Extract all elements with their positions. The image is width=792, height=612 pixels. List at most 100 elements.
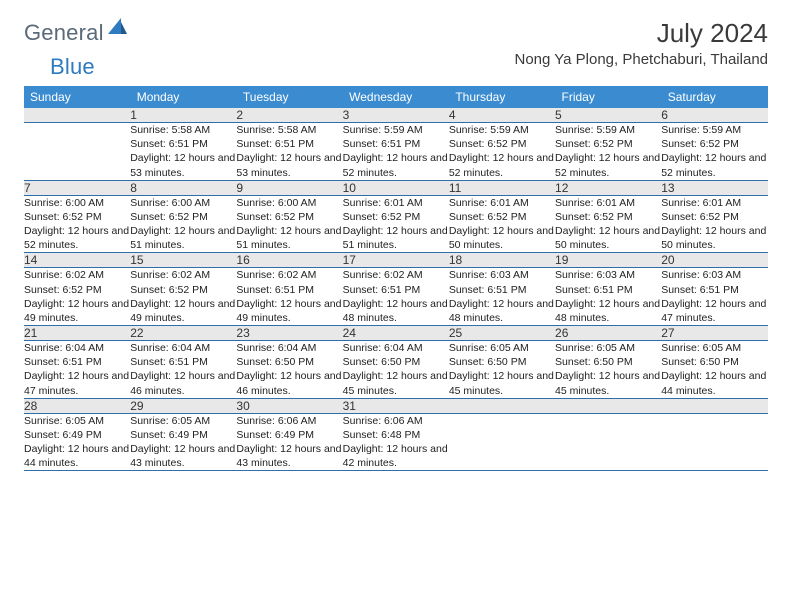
- weekday-header: Tuesday: [236, 86, 342, 108]
- weekday-header: Thursday: [449, 86, 555, 108]
- sunset-text: Sunset: 6:51 PM: [449, 283, 555, 297]
- sunrise-text: Sunrise: 6:05 AM: [661, 341, 767, 355]
- day-number-cell: 26: [555, 326, 661, 341]
- day-detail-cell: Sunrise: 5:59 AMSunset: 6:51 PMDaylight:…: [343, 123, 449, 181]
- daylight-text: Daylight: 12 hours and 44 minutes.: [24, 442, 130, 470]
- day-detail-cell: Sunrise: 6:05 AMSunset: 6:50 PMDaylight:…: [449, 341, 555, 399]
- day-number-cell: 20: [661, 253, 767, 268]
- sunset-text: Sunset: 6:49 PM: [130, 428, 236, 442]
- calendar-header: SundayMondayTuesdayWednesdayThursdayFrid…: [24, 86, 768, 108]
- day-detail-cell: Sunrise: 6:02 AMSunset: 6:51 PMDaylight:…: [236, 268, 342, 326]
- day-detail-cell: Sunrise: 6:06 AMSunset: 6:48 PMDaylight:…: [343, 413, 449, 471]
- sunrise-text: Sunrise: 6:02 AM: [236, 268, 342, 282]
- day-detail-cell: Sunrise: 5:59 AMSunset: 6:52 PMDaylight:…: [555, 123, 661, 181]
- day-number-cell: 11: [449, 180, 555, 195]
- day-detail-cell: Sunrise: 6:03 AMSunset: 6:51 PMDaylight:…: [661, 268, 767, 326]
- sunrise-text: Sunrise: 6:02 AM: [130, 268, 236, 282]
- day-detail-cell: [449, 413, 555, 471]
- sunrise-text: Sunrise: 6:00 AM: [236, 196, 342, 210]
- daylight-text: Daylight: 12 hours and 52 minutes.: [555, 151, 661, 179]
- day-number-cell: 24: [343, 326, 449, 341]
- day-number-cell: 12: [555, 180, 661, 195]
- weekday-header: Saturday: [661, 86, 767, 108]
- day-detail-cell: Sunrise: 6:00 AMSunset: 6:52 PMDaylight:…: [24, 195, 130, 253]
- day-number-cell: 5: [555, 108, 661, 123]
- sunrise-text: Sunrise: 6:01 AM: [661, 196, 767, 210]
- sunset-text: Sunset: 6:51 PM: [661, 283, 767, 297]
- day-detail-cell: Sunrise: 6:05 AMSunset: 6:49 PMDaylight:…: [130, 413, 236, 471]
- weekday-row: SundayMondayTuesdayWednesdayThursdayFrid…: [24, 86, 768, 108]
- calendar-page: General July 2024 Nong Ya Plong, Phetcha…: [0, 0, 792, 489]
- day-number-cell: 10: [343, 180, 449, 195]
- sunset-text: Sunset: 6:52 PM: [661, 210, 767, 224]
- day-detail-cell: Sunrise: 6:00 AMSunset: 6:52 PMDaylight:…: [236, 195, 342, 253]
- daylight-text: Daylight: 12 hours and 42 minutes.: [343, 442, 449, 470]
- day-number-cell: 25: [449, 326, 555, 341]
- sunset-text: Sunset: 6:52 PM: [343, 210, 449, 224]
- logo-text-blue: Blue: [50, 54, 95, 80]
- sunset-text: Sunset: 6:52 PM: [555, 137, 661, 151]
- sunrise-text: Sunrise: 6:00 AM: [24, 196, 130, 210]
- daylight-text: Daylight: 12 hours and 47 minutes.: [24, 369, 130, 397]
- sunrise-text: Sunrise: 5:59 AM: [661, 123, 767, 137]
- day-number-cell: 23: [236, 326, 342, 341]
- day-number-cell: 13: [661, 180, 767, 195]
- sunset-text: Sunset: 6:52 PM: [236, 210, 342, 224]
- daylight-text: Daylight: 12 hours and 50 minutes.: [555, 224, 661, 252]
- day-number-cell: [555, 398, 661, 413]
- day-number-cell: 17: [343, 253, 449, 268]
- sunrise-text: Sunrise: 6:04 AM: [130, 341, 236, 355]
- sunrise-text: Sunrise: 6:01 AM: [449, 196, 555, 210]
- sunrise-text: Sunrise: 6:03 AM: [555, 268, 661, 282]
- daylight-text: Daylight: 12 hours and 49 minutes.: [24, 297, 130, 325]
- weekday-header: Wednesday: [343, 86, 449, 108]
- day-number-row: 78910111213: [24, 180, 768, 195]
- daylight-text: Daylight: 12 hours and 53 minutes.: [236, 151, 342, 179]
- day-number-cell: 18: [449, 253, 555, 268]
- sunrise-text: Sunrise: 6:02 AM: [343, 268, 449, 282]
- month-title: July 2024: [514, 18, 768, 49]
- daylight-text: Daylight: 12 hours and 51 minutes.: [130, 224, 236, 252]
- daylight-text: Daylight: 12 hours and 52 minutes.: [343, 151, 449, 179]
- sunrise-text: Sunrise: 6:05 AM: [449, 341, 555, 355]
- day-detail-cell: Sunrise: 6:04 AMSunset: 6:50 PMDaylight:…: [236, 341, 342, 399]
- daylight-text: Daylight: 12 hours and 53 minutes.: [130, 151, 236, 179]
- day-number-cell: 28: [24, 398, 130, 413]
- day-number-cell: 19: [555, 253, 661, 268]
- day-number-cell: 7: [24, 180, 130, 195]
- day-detail-cell: Sunrise: 6:01 AMSunset: 6:52 PMDaylight:…: [449, 195, 555, 253]
- day-number-cell: 30: [236, 398, 342, 413]
- sunset-text: Sunset: 6:52 PM: [24, 210, 130, 224]
- day-detail-cell: Sunrise: 6:06 AMSunset: 6:49 PMDaylight:…: [236, 413, 342, 471]
- day-number-cell: [449, 398, 555, 413]
- sunset-text: Sunset: 6:50 PM: [449, 355, 555, 369]
- logo: General: [24, 18, 130, 47]
- sunset-text: Sunset: 6:49 PM: [236, 428, 342, 442]
- day-detail-row: Sunrise: 6:00 AMSunset: 6:52 PMDaylight:…: [24, 195, 768, 253]
- day-detail-cell: Sunrise: 6:01 AMSunset: 6:52 PMDaylight:…: [661, 195, 767, 253]
- day-detail-row: Sunrise: 6:02 AMSunset: 6:52 PMDaylight:…: [24, 268, 768, 326]
- daylight-text: Daylight: 12 hours and 49 minutes.: [130, 297, 236, 325]
- sunset-text: Sunset: 6:50 PM: [343, 355, 449, 369]
- day-detail-cell: Sunrise: 6:00 AMSunset: 6:52 PMDaylight:…: [130, 195, 236, 253]
- day-number-cell: 1: [130, 108, 236, 123]
- daylight-text: Daylight: 12 hours and 45 minutes.: [343, 369, 449, 397]
- day-number-cell: 9: [236, 180, 342, 195]
- sunset-text: Sunset: 6:52 PM: [661, 137, 767, 151]
- sunset-text: Sunset: 6:51 PM: [130, 355, 236, 369]
- day-number-cell: 27: [661, 326, 767, 341]
- sunrise-text: Sunrise: 5:58 AM: [236, 123, 342, 137]
- day-detail-cell: Sunrise: 5:59 AMSunset: 6:52 PMDaylight:…: [449, 123, 555, 181]
- daylight-text: Daylight: 12 hours and 43 minutes.: [236, 442, 342, 470]
- day-number-cell: [24, 108, 130, 123]
- daylight-text: Daylight: 12 hours and 50 minutes.: [661, 224, 767, 252]
- day-detail-cell: Sunrise: 5:59 AMSunset: 6:52 PMDaylight:…: [661, 123, 767, 181]
- sunrise-text: Sunrise: 6:06 AM: [343, 414, 449, 428]
- sunrise-text: Sunrise: 5:59 AM: [555, 123, 661, 137]
- daylight-text: Daylight: 12 hours and 51 minutes.: [343, 224, 449, 252]
- day-detail-cell: Sunrise: 6:02 AMSunset: 6:52 PMDaylight:…: [130, 268, 236, 326]
- day-number-cell: 21: [24, 326, 130, 341]
- day-detail-cell: Sunrise: 6:05 AMSunset: 6:49 PMDaylight:…: [24, 413, 130, 471]
- calendar-table: SundayMondayTuesdayWednesdayThursdayFrid…: [24, 86, 768, 471]
- sunset-text: Sunset: 6:51 PM: [343, 137, 449, 151]
